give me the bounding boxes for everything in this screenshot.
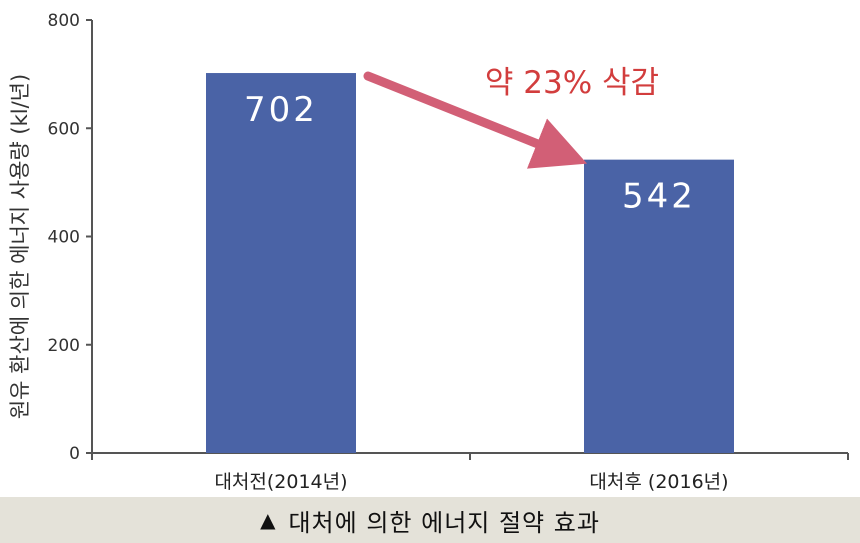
x-axis: 대처전(2014년) 대처후 (2016년) [91,452,849,493]
caption-bar: ▲ 대처에 의한 에너지 절약 효과 [0,497,860,543]
x-tick-label: 대처후 (2016년) [589,471,728,493]
triangle-up-icon: ▲ [260,508,277,532]
reduction-arrow [363,71,588,169]
annotation: 약 23% 삭감 [363,65,659,169]
y-axis-title: 원유 환산에 의한 에너지 사용량 (kl/년) [8,74,32,419]
bar-chart: 0 200 400 600 800 원유 환산에 의한 에너지 사용량 (kl/년) 대처… [8,11,849,493]
y-tick-label: 0 [69,444,80,464]
y-tick-label: 400 [48,228,80,248]
bars: 702 542 [206,73,734,453]
reduction-label: 약 23% 삭감 [485,65,659,101]
caption-text: 대처에 의한 에너지 절약 효과 [288,508,600,537]
y-axis: 0 200 400 600 800 원유 환산에 의한 에너지 사용량 (kl/년) [8,11,93,464]
y-tick-label: 600 [48,119,80,139]
bar [206,73,356,453]
chart-area: 0 200 400 600 800 원유 환산에 의한 에너지 사용량 (kl/년) 대처… [8,11,849,493]
x-tick-label: 대처전(2014년) [214,471,347,493]
y-tick-label: 800 [48,11,80,31]
bar [584,159,734,453]
y-tick-label: 200 [48,336,80,356]
bar-value-label: 542 [622,177,696,217]
bar-value-label: 702 [244,90,318,130]
